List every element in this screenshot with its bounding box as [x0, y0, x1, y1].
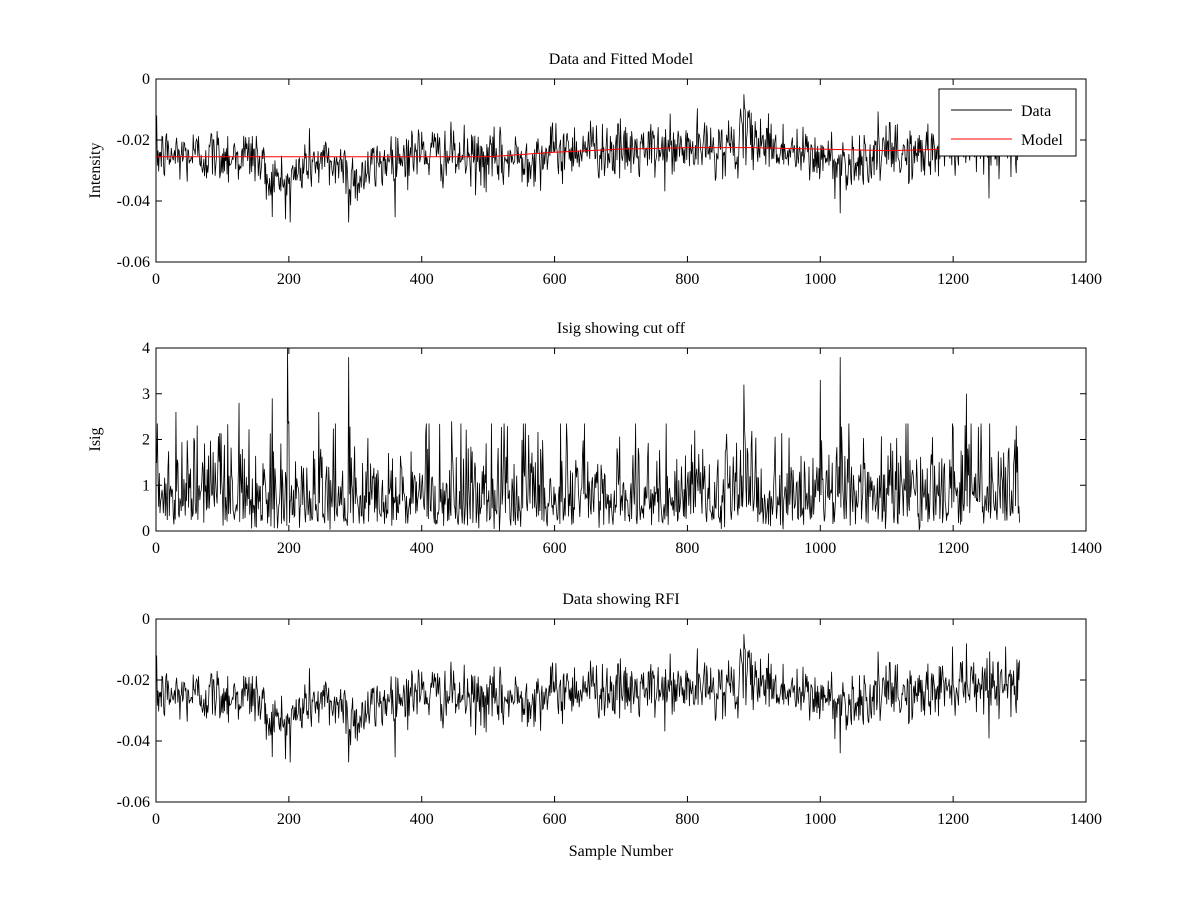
x-tick-label: 400 [410, 540, 434, 557]
y-axis-label: Isig [87, 428, 104, 452]
y-tick-label: 1 [142, 477, 150, 494]
series-line-model [156, 147, 1020, 158]
y-tick-label: 2 [142, 432, 150, 449]
x-axis-label: Sample Number [569, 843, 674, 860]
y-tick-label: 3 [142, 386, 150, 403]
y-tick-label: 4 [142, 340, 150, 357]
y-tick-label: -0.02 [117, 672, 150, 689]
x-tick-label: 200 [277, 540, 301, 557]
x-tick-label: 200 [277, 811, 301, 828]
y-tick-label: 0 [142, 523, 150, 540]
x-tick-label: 1400 [1070, 271, 1102, 288]
x-tick-label: 0 [152, 271, 160, 288]
subplot-2: 0 200 400 600 800 1000 1200 1400 0 1 2 3 4 Isig showi… [87, 320, 1102, 557]
x-tick-label: 600 [543, 811, 567, 828]
y-tick-label: -0.06 [117, 794, 150, 811]
y-tick-label: 0 [142, 611, 150, 628]
legend: Data Model [938, 88, 1077, 157]
y-tick-label: -0.02 [117, 132, 150, 149]
x-tick-label: 1200 [937, 540, 969, 557]
x-tick-label: 0 [152, 540, 160, 557]
chart-title: Data and Fitted Model [549, 51, 694, 68]
x-tick-label: 200 [277, 271, 301, 288]
x-tick-label: 800 [675, 540, 699, 557]
x-tick-label: 1200 [937, 811, 969, 828]
x-tick-label: 400 [410, 811, 434, 828]
y-tick-label: -0.06 [117, 254, 150, 271]
y-axis-label: Intensity [87, 143, 104, 199]
x-tick-label: 1000 [804, 811, 836, 828]
x-tick-label: 1000 [804, 540, 836, 557]
series-line-data [156, 634, 1020, 763]
subplot-1: 0 200 400 600 800 1000 1200 1400 0 -0.02 -0.04 -0.0… [87, 51, 1102, 288]
axes-box [155, 78, 1087, 263]
series-line-data [156, 348, 1020, 531]
x-tick-label: 600 [543, 271, 567, 288]
legend-label-model: Model [1021, 132, 1063, 149]
axes-box [155, 618, 1087, 803]
x-tick-label: 0 [152, 811, 160, 828]
series-line-data [156, 94, 1020, 223]
y-tick-label: -0.04 [117, 193, 150, 210]
x-tick-label: 600 [543, 540, 567, 557]
x-tick-label: 800 [675, 811, 699, 828]
y-tick-label: -0.04 [117, 733, 150, 750]
x-tick-label: 1200 [937, 271, 969, 288]
legend-box [938, 88, 1077, 157]
subplot-3: 0 200 400 600 800 1000 1200 1400 0 -0.02 -0.04 -0.0… [117, 591, 1102, 860]
y-tick-label: 0 [142, 71, 150, 88]
legend-label-data: Data [1021, 103, 1051, 120]
x-tick-label: 400 [410, 271, 434, 288]
x-tick-label: 1400 [1070, 540, 1102, 557]
x-tick-label: 1000 [804, 271, 836, 288]
subplots: 0 200 400 600 800 1000 1200 14000-0.02-0.04-0.0… [87, 51, 1102, 860]
chart-title: Isig showing cut off [557, 320, 686, 337]
x-tick-label: 800 [675, 271, 699, 288]
x-tick-label: 1400 [1070, 811, 1102, 828]
chart-title: Data showing RFI [562, 591, 679, 608]
